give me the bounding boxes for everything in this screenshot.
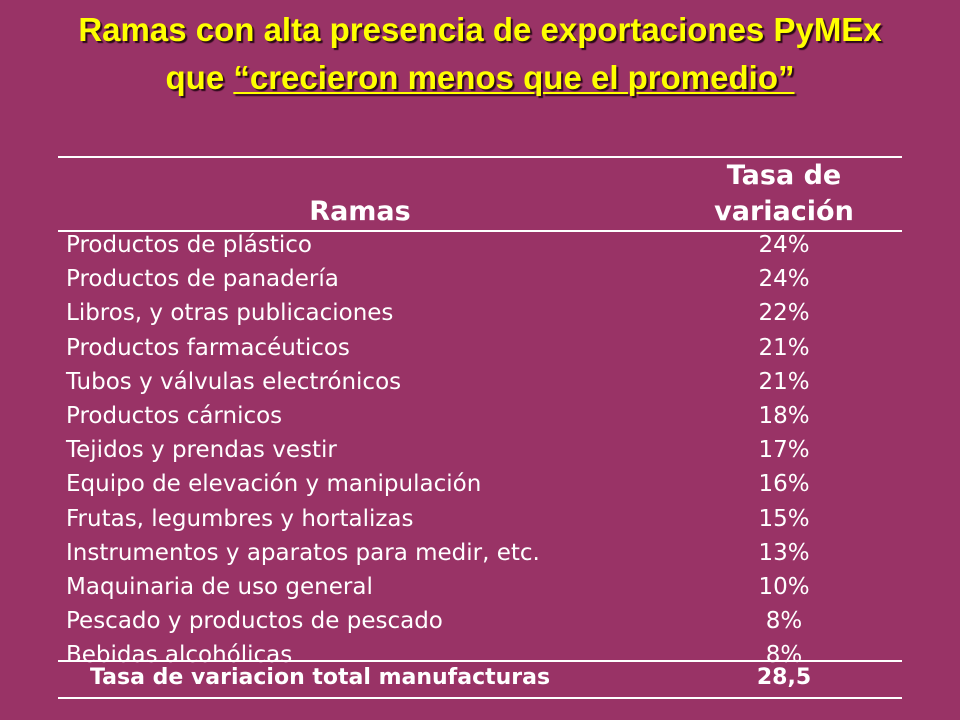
title-line-2-underlined: “crecieron menos que el promedio” — [233, 59, 795, 96]
rama-name: Frutas, legumbres y hortalizas — [66, 505, 414, 532]
rama-name: Equipo de elevación y manipulación — [66, 471, 482, 498]
table-total-row: Tasa de variacion total manufacturas 28,… — [58, 665, 902, 699]
total-value: 28,5 — [756, 665, 812, 690]
table-row: Libros, y otras publicaciones 22% — [58, 300, 902, 334]
tasa-value: 13% — [758, 539, 810, 566]
title-line-1: Ramas con alta presencia de exportacione… — [78, 11, 882, 48]
header-tasa-line2: variación — [714, 196, 854, 227]
rama-name: Tejidos y prendas vestir — [66, 437, 337, 464]
tasa-value: 8% — [765, 608, 803, 635]
table-row: Pescado y productos de pescado 8% — [58, 608, 902, 642]
table-row: Tejidos y prendas vestir 17% — [58, 437, 902, 471]
header-bottom-rule — [58, 230, 902, 232]
table-row: Productos de panadería 24% — [58, 266, 902, 300]
table-row: Productos de plástico 24% — [58, 232, 902, 266]
rama-name: Productos farmacéuticos — [66, 334, 350, 361]
header-ramas: Ramas — [309, 196, 411, 227]
table-row: Frutas, legumbres y hortalizas 15% — [58, 506, 902, 540]
table-row: Productos farmacéuticos 21% — [58, 335, 902, 369]
title-line-2-prefix: que — [165, 59, 234, 96]
header-tasa-line1: Tasa de — [726, 160, 842, 191]
table-row: Instrumentos y aparatos para medir, etc.… — [58, 540, 902, 574]
table-row: Bebidas alcohólicas 8% — [58, 642, 902, 676]
table-row: Equipo de elevación y manipulación 16% — [58, 471, 902, 505]
tasa-value: 17% — [758, 437, 810, 464]
table-bottom-rule — [58, 697, 902, 699]
table-row: Productos cárnicos 18% — [58, 403, 902, 437]
rama-name: Productos cárnicos — [66, 403, 283, 429]
rama-name: Maquinaria de uso general — [66, 574, 373, 600]
rama-name: Productos de panadería — [66, 266, 339, 293]
tasa-value: 8% — [765, 642, 803, 669]
tasa-value: 21% — [758, 368, 810, 395]
tasa-value: 21% — [758, 334, 810, 361]
total-top-rule — [58, 660, 902, 662]
tasa-value: 24% — [758, 232, 810, 258]
rama-name: Bebidas alcohólicas — [66, 642, 293, 669]
tasa-value: 15% — [758, 505, 810, 532]
slide-title: Ramas con alta presencia de exportacione… — [0, 6, 960, 102]
rama-name: Tubos y válvulas electrónicos — [66, 368, 402, 395]
tasa-value: 18% — [758, 403, 810, 429]
table-row: Maquinaria de uso general 10% — [58, 574, 902, 608]
table-top-rule — [58, 156, 902, 158]
rama-name: Libros, y otras publicaciones — [66, 300, 394, 327]
tasa-value: 10% — [758, 574, 810, 600]
tasa-value: 22% — [758, 300, 810, 327]
total-label: Tasa de variacion total manufacturas — [90, 665, 551, 690]
rama-name: Instrumentos y aparatos para medir, etc. — [66, 539, 540, 566]
rama-name: Pescado y productos de pescado — [66, 608, 443, 635]
tasa-value: 16% — [758, 471, 810, 498]
table-row: Tubos y válvulas electrónicos 21% — [58, 369, 902, 403]
tasa-value: 24% — [758, 266, 810, 293]
title-line-2: que “crecieron menos que el promedio” — [0, 54, 960, 102]
rama-name: Productos de plástico — [66, 232, 312, 258]
